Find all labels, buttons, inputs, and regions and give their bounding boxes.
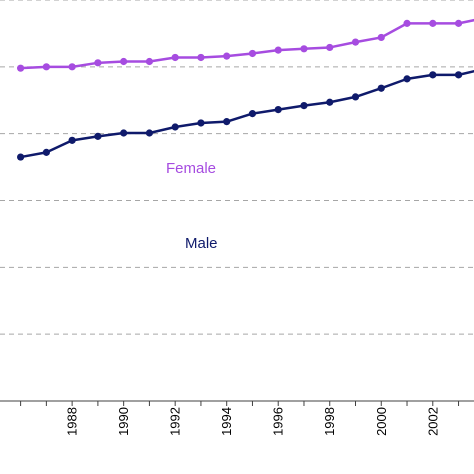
x-tick-label: 2000 bbox=[374, 407, 389, 436]
data-point-male bbox=[17, 153, 25, 161]
data-point-male bbox=[300, 101, 308, 110]
data-point-male bbox=[454, 71, 463, 79]
data-point-female bbox=[377, 33, 385, 42]
data-point-female bbox=[274, 46, 282, 54]
data-point-female bbox=[429, 19, 437, 27]
gridlines bbox=[0, 0, 474, 335]
data-point-male bbox=[42, 148, 50, 156]
data-point-female bbox=[248, 49, 257, 58]
data-point-female bbox=[326, 43, 334, 52]
data-point-male bbox=[248, 110, 257, 118]
x-tick-label: 2002 bbox=[425, 407, 440, 436]
data-point-male bbox=[429, 71, 437, 79]
data-point-female bbox=[68, 63, 76, 71]
data-point-male bbox=[403, 75, 411, 83]
data-point-female bbox=[145, 57, 154, 66]
data-point-female bbox=[300, 45, 308, 53]
x-tick-label: 1996 bbox=[271, 407, 286, 436]
data-point-male bbox=[68, 136, 76, 144]
x-tick-label: 1992 bbox=[168, 407, 183, 436]
data-point-male bbox=[326, 98, 334, 106]
series-label-male: Male bbox=[185, 235, 218, 252]
data-point-male bbox=[274, 106, 282, 114]
data-point-male bbox=[223, 118, 231, 126]
data-point-male bbox=[377, 84, 385, 92]
series-label-female: Female bbox=[166, 160, 216, 177]
x-axis-ticks: 1988 1990 1992 1994 1996 1998 2000 2002 bbox=[20, 401, 460, 436]
x-tick-label: 1994 bbox=[219, 407, 234, 436]
data-point-male bbox=[351, 93, 360, 101]
data-point-female bbox=[351, 38, 360, 46]
data-point-female bbox=[120, 57, 128, 66]
data-point-female bbox=[42, 63, 50, 71]
data-point-male bbox=[171, 123, 179, 131]
data-point-female bbox=[197, 53, 205, 62]
data-point-male bbox=[145, 129, 154, 137]
data-point-female bbox=[403, 19, 411, 27]
data-point-male bbox=[120, 129, 128, 137]
data-point-female bbox=[454, 19, 463, 27]
data-point-male bbox=[197, 119, 205, 127]
x-tick-label: 1998 bbox=[322, 407, 337, 436]
data-point-female bbox=[223, 52, 231, 60]
series-layer bbox=[17, 18, 474, 161]
data-point-male bbox=[94, 132, 102, 140]
data-point-female bbox=[17, 64, 25, 72]
x-tick-label: 1988 bbox=[65, 407, 80, 436]
data-point-female bbox=[171, 53, 179, 62]
x-tick-label: 1990 bbox=[116, 407, 131, 436]
data-point-female bbox=[94, 59, 102, 67]
